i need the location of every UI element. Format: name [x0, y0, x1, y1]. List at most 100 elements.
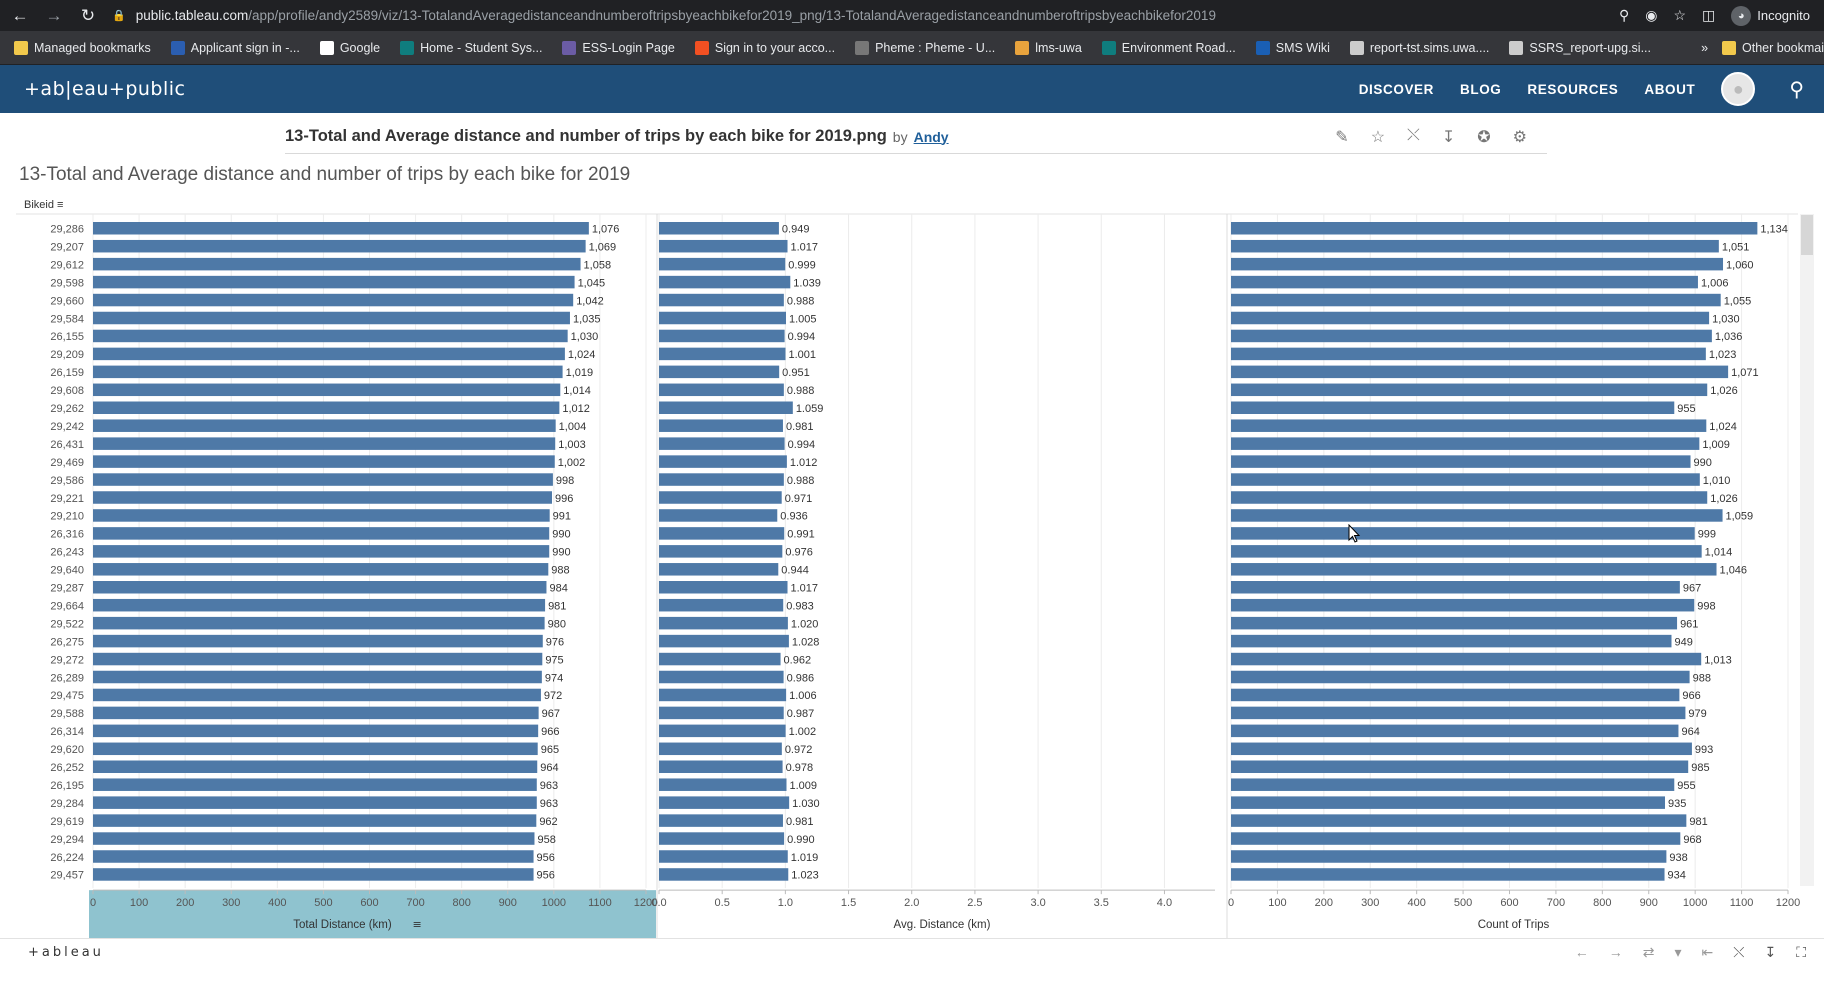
- undo-icon[interactable]: ←: [1574, 944, 1589, 960]
- fullscreen-icon[interactable]: ⛶: [1796, 944, 1806, 960]
- pause-icon[interactable]: ▾: [1674, 944, 1682, 960]
- bookmark-label: Home - Student Sys...: [420, 40, 543, 55]
- tick-label: 0: [90, 897, 96, 909]
- bookmark-item[interactable]: Pheme : Pheme - U...: [855, 40, 996, 55]
- share-icon[interactable]: ⤬: [1407, 126, 1420, 144]
- author-link[interactable]: Andy: [913, 128, 949, 145]
- bar: [93, 491, 552, 504]
- bar: [93, 455, 555, 468]
- more-bookmarks-icon[interactable]: »: [1701, 41, 1709, 55]
- nav-about[interactable]: ABOUT: [1644, 81, 1696, 97]
- bookmark-item[interactable]: Managed bookmarks: [14, 40, 151, 55]
- tableau-footer-logo[interactable]: +ableau: [28, 945, 104, 960]
- data-label: 0.994: [788, 439, 816, 451]
- bar: [659, 293, 784, 307]
- data-label: 1,042: [576, 295, 604, 307]
- bar: [659, 473, 784, 486]
- bookmark-item[interactable]: Home - Student Sys...: [400, 40, 543, 55]
- bar: [1231, 545, 1702, 558]
- url-text[interactable]: public.tableau.com/app/profile/andy2589/…: [135, 8, 1216, 23]
- tick-label: 400: [1407, 897, 1425, 909]
- search-icon[interactable]: ⚲: [1789, 78, 1804, 101]
- url-field[interactable]: 🔒 public.tableau.com/app/profile/andy258…: [112, 3, 1619, 29]
- bookmark-item[interactable]: report-tst.sims.uwa....: [1349, 40, 1489, 55]
- bookmark-item[interactable]: SMS Wiki: [1255, 40, 1330, 55]
- download-icon[interactable]: ↧: [1441, 128, 1456, 146]
- side-panel-icon[interactable]: ◫: [1702, 7, 1716, 23]
- sheet-title: 13-Total and Average distance and number…: [19, 164, 631, 185]
- data-label: 0.972: [785, 744, 813, 756]
- nav-blog[interactable]: BLOG: [1460, 81, 1502, 97]
- first-icon[interactable]: ⇤: [1701, 944, 1714, 960]
- badge-icon[interactable]: ✪: [1477, 128, 1491, 146]
- redo-icon[interactable]: →: [1608, 944, 1623, 960]
- settings-gear-icon[interactable]: ⚙: [1512, 128, 1527, 146]
- bookmark-item[interactable]: Applicant sign in -...: [170, 40, 300, 55]
- sort-icon[interactable]: ≡: [57, 199, 64, 211]
- eye-off-icon[interactable]: ◉: [1645, 7, 1658, 23]
- bookmark-label: SMS Wiki: [1275, 40, 1330, 55]
- bar: [659, 563, 779, 576]
- bar: [93, 760, 538, 773]
- bookmark-item[interactable]: Sign in to your acco...: [694, 40, 835, 55]
- s-icon: [400, 40, 415, 55]
- data-label: 0.988: [787, 475, 815, 487]
- revert-icon[interactable]: ⇄: [1642, 944, 1655, 960]
- bar-chart[interactable]: 29,286 29,207 29,612 29,598 29,660 29,584 26,1…: [0, 212, 1800, 938]
- bar: [659, 222, 779, 235]
- bookmark-label: SSRS_report-upg.si...: [1529, 40, 1651, 55]
- bar: [659, 347, 786, 361]
- bikeid-header[interactable]: Bikeid ≡: [24, 199, 64, 211]
- back-icon[interactable]: ←: [11, 5, 29, 25]
- bar: [1231, 419, 1707, 432]
- reload-icon[interactable]: ↻: [80, 5, 96, 25]
- tick-label: 1200: [634, 897, 658, 909]
- data-label: 988: [1693, 672, 1711, 684]
- other-bookmarks[interactable]: Other bookmai: [1722, 41, 1824, 55]
- data-label: 1,002: [558, 457, 586, 469]
- bikeid-label: 29,294: [50, 834, 84, 846]
- tick-label: 800: [1593, 897, 1611, 909]
- bookmark-item[interactable]: Google: [319, 40, 380, 55]
- data-label: 1,013: [1704, 654, 1732, 666]
- avatar[interactable]: ●: [1721, 72, 1756, 106]
- data-label: 964: [1681, 726, 1699, 738]
- vertical-scrollbar[interactable]: [1800, 214, 1814, 886]
- incognito-badge[interactable]: ◕ Incognito: [1731, 5, 1810, 26]
- data-label: 949: [1674, 636, 1692, 648]
- bookmark-item[interactable]: lms-uwa: [1015, 40, 1082, 55]
- bar: [1231, 742, 1692, 756]
- data-label: 0.944: [781, 565, 809, 577]
- forward-icon[interactable]: →: [45, 5, 63, 25]
- bar: [93, 257, 581, 271]
- bookmark-item[interactable]: SSRS_report-upg.si...: [1509, 40, 1651, 55]
- data-label: 1,036: [1715, 331, 1743, 343]
- bar: [659, 670, 784, 684]
- favorite-star-icon[interactable]: ☆: [1370, 128, 1386, 146]
- bikeid-label: 29,612: [50, 259, 84, 271]
- bar: [659, 850, 788, 863]
- nav-discover[interactable]: DISCOVER: [1358, 81, 1435, 97]
- bookmark-item[interactable]: Environment Road...: [1101, 40, 1236, 55]
- data-label: 1.023: [791, 870, 819, 882]
- bar: [1231, 257, 1724, 271]
- bar: [659, 742, 782, 756]
- lock-icon[interactable]: 🔒: [112, 10, 126, 22]
- edit-icon[interactable]: ✎: [1335, 128, 1349, 146]
- bar: [1231, 616, 1678, 630]
- bookmark-star-icon[interactable]: ☆: [1673, 7, 1686, 23]
- tableau-public-logo[interactable]: +ab|eau+public: [24, 78, 186, 100]
- bookmark-item[interactable]: ESS-Login Page: [562, 40, 675, 55]
- data-label: 0.988: [787, 385, 815, 397]
- download-footer-icon[interactable]: ↧: [1764, 944, 1777, 960]
- scrollbar-thumb[interactable]: [1801, 215, 1813, 255]
- globe-icon: [855, 40, 870, 55]
- nav-resources[interactable]: RESOURCES: [1527, 81, 1619, 97]
- data-label: 965: [541, 744, 559, 756]
- bookmark-label: Pheme : Pheme - U...: [875, 40, 996, 55]
- data-label: 968: [1683, 834, 1701, 846]
- data-label: 1,004: [559, 421, 587, 433]
- zoom-icon[interactable]: ⚲: [1618, 7, 1630, 23]
- data-label: 0.988: [787, 295, 815, 307]
- share-footer-icon[interactable]: ⤬: [1733, 944, 1745, 960]
